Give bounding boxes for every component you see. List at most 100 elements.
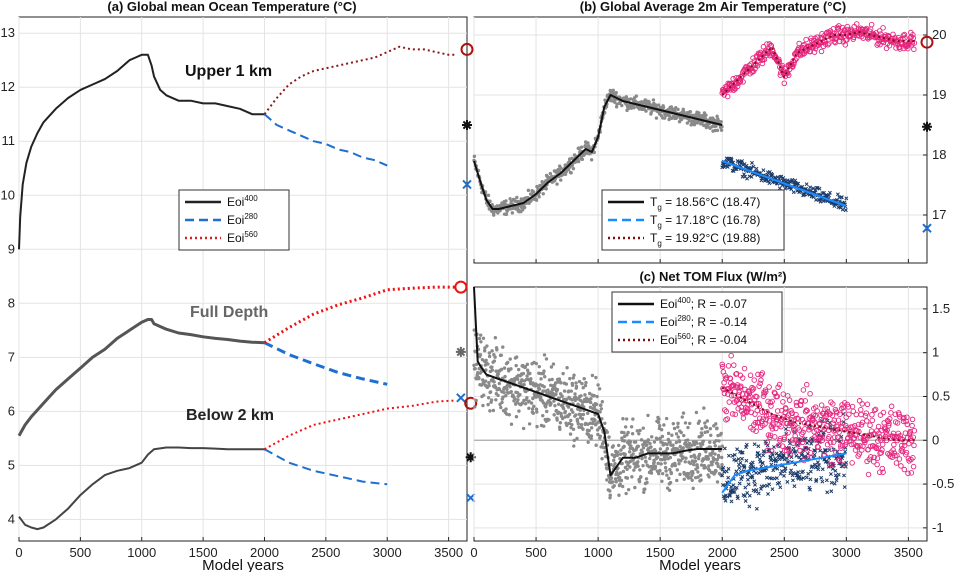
scatter-circle <box>741 365 748 372</box>
scatter-point <box>611 91 616 95</box>
scatter-cross <box>812 462 817 467</box>
scatter-point <box>531 411 536 415</box>
scatter-point <box>626 430 630 435</box>
scatter-point <box>508 197 512 201</box>
scatter-point <box>636 460 640 464</box>
legend-box <box>601 189 785 251</box>
scatter-point <box>559 381 563 385</box>
scatter-cross <box>808 477 813 482</box>
scatter-point <box>486 193 491 198</box>
scatter-point <box>569 171 573 175</box>
scatter-cross <box>824 448 829 453</box>
scatter-circle <box>760 416 766 422</box>
scatter-point <box>482 349 487 353</box>
scatter-cross <box>824 478 829 483</box>
scatter-cross <box>729 157 734 162</box>
scatter-cross <box>770 487 775 492</box>
scatter-cross <box>750 475 755 480</box>
scatter-point <box>681 411 686 415</box>
scatter-circle <box>747 393 753 400</box>
scatter-point <box>623 425 628 429</box>
scatter-circle <box>801 436 807 443</box>
scatter-point <box>660 457 664 462</box>
scatter-circle <box>910 455 916 461</box>
scatter-circle <box>793 411 799 418</box>
scatter-circle <box>858 422 865 428</box>
scatter-point <box>720 463 724 467</box>
scatter-point <box>667 117 671 122</box>
scatter-circle <box>880 25 886 31</box>
scatter-circle <box>729 411 736 417</box>
scatter-point <box>697 111 701 115</box>
scatter-point <box>583 393 587 397</box>
scatter-point <box>634 94 639 98</box>
scatter-point <box>719 128 724 132</box>
scatter-cross <box>844 196 849 201</box>
scatter-circle <box>781 436 787 443</box>
scatter-point <box>686 438 690 442</box>
scatter-cross <box>725 164 730 169</box>
scatter-circle <box>803 48 810 54</box>
cross-marker <box>462 179 472 190</box>
scatter-point <box>589 396 593 401</box>
scatter-cross <box>840 207 845 212</box>
scatter-circle <box>863 418 870 424</box>
scatter-point <box>668 480 673 485</box>
scatter-point <box>558 427 562 431</box>
asterisk-marker <box>455 346 466 357</box>
x-tick-label: 2500 <box>770 545 799 560</box>
scatter-point <box>490 365 494 369</box>
scatter-circle <box>734 83 741 90</box>
series-line <box>473 286 723 477</box>
scatter-point <box>572 373 576 377</box>
scatter-point <box>643 455 647 459</box>
scatter-point <box>520 401 525 405</box>
scatter-point <box>565 366 569 370</box>
scatter-point <box>674 440 678 445</box>
scatter-point <box>713 452 717 456</box>
scatter-circle <box>876 469 883 476</box>
scatter-point <box>576 422 580 426</box>
series-line <box>721 452 847 494</box>
scatter-cross <box>796 470 801 475</box>
scatter-cross <box>731 483 736 488</box>
scatter-point <box>493 385 498 390</box>
scatter-point <box>620 103 624 108</box>
scatter-point <box>552 399 556 403</box>
scatter-point <box>484 358 488 362</box>
scatter-circle <box>803 36 809 43</box>
panel-a-annotation-below: Below 2 km <box>186 407 274 424</box>
scatter-circle <box>752 419 759 426</box>
scatter-circle <box>849 460 855 466</box>
scatter-circle <box>815 444 822 450</box>
scatter-point <box>541 413 545 418</box>
series-line <box>263 45 455 115</box>
scatter-circle <box>766 384 772 390</box>
scatter-circle <box>796 427 803 433</box>
scatter-point <box>504 407 508 411</box>
scatter-point <box>649 445 653 449</box>
scatter-point <box>649 110 653 115</box>
scatter-point <box>637 432 641 436</box>
scatter-point <box>619 478 624 483</box>
scatter-circle <box>854 21 860 27</box>
scatter-cross <box>753 482 757 487</box>
scatter-point <box>592 150 596 155</box>
scatter-point <box>620 484 625 489</box>
scatter-cross <box>833 473 838 478</box>
scatter-point <box>719 120 723 124</box>
scatter-point <box>707 475 711 479</box>
scatter-circle <box>901 466 908 473</box>
scatter-cross <box>785 456 789 461</box>
scatter-circle <box>910 463 917 470</box>
scatter-point <box>581 386 585 390</box>
scatter-point <box>550 377 554 382</box>
scatter-circle <box>783 406 789 412</box>
scatter-circle <box>763 389 769 395</box>
scatter-cross <box>816 467 821 472</box>
scatter-point <box>654 104 658 109</box>
scatter-point <box>566 405 571 409</box>
scatter-point <box>682 433 686 438</box>
scatter-point <box>502 366 507 370</box>
scatter-cross <box>726 475 731 480</box>
